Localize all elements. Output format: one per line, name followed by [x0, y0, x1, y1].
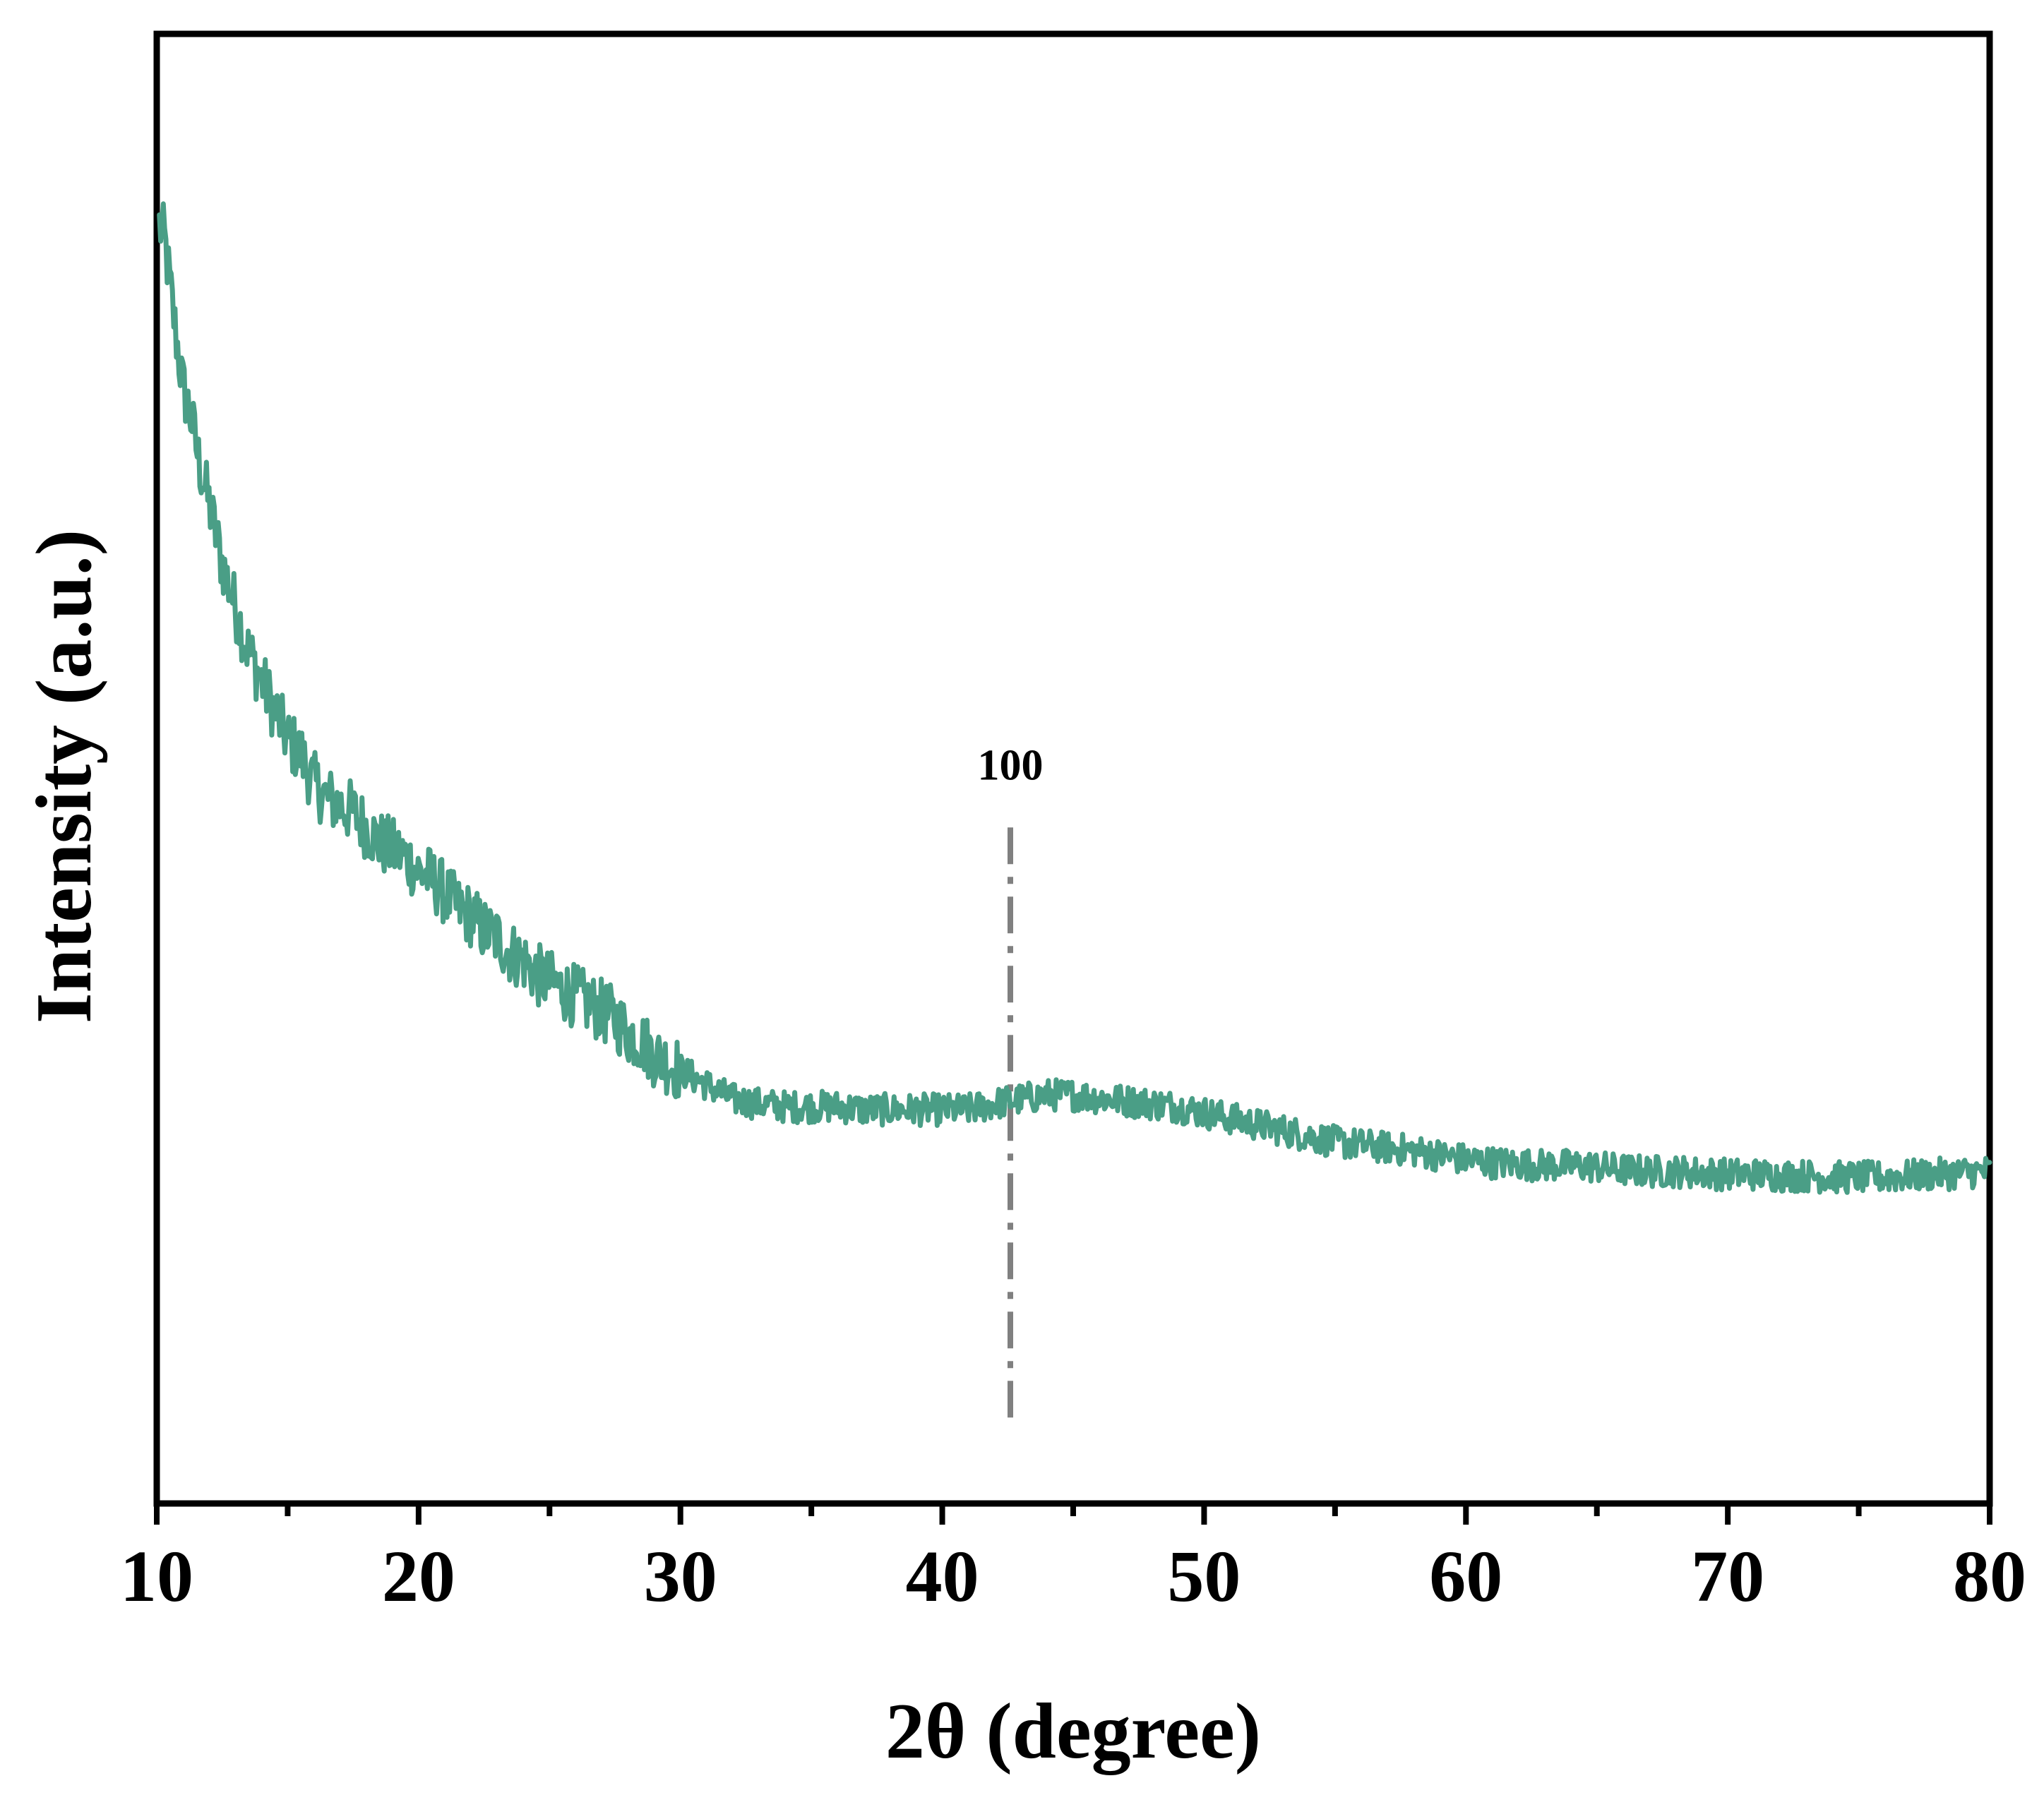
x-tick-label: 80 — [1953, 1536, 2026, 1617]
y-axis-title: Intensity (a.u.) — [20, 529, 108, 1023]
series-group — [157, 201, 1992, 1195]
series-line — [157, 201, 1992, 1195]
x-axis-title: 2θ (degree) — [885, 1688, 1261, 1775]
peak-annotation: 100 — [977, 741, 1043, 1430]
x-axis-ticks — [154, 1503, 1992, 1525]
x-tick-label: 50 — [1167, 1536, 1241, 1617]
x-tick-label: 20 — [382, 1536, 455, 1617]
x-tick-label: 40 — [906, 1536, 979, 1617]
plot-frame — [153, 30, 1993, 1507]
x-tick-label: 10 — [120, 1536, 193, 1617]
x-tick-label: 30 — [644, 1536, 717, 1617]
x-axis-tick-labels: 10 20 30 40 50 60 70 80 — [120, 1536, 2026, 1617]
peak-label: 100 — [977, 741, 1043, 789]
x-tick-label: 70 — [1691, 1536, 1764, 1617]
x-tick-label: 60 — [1429, 1536, 1502, 1617]
